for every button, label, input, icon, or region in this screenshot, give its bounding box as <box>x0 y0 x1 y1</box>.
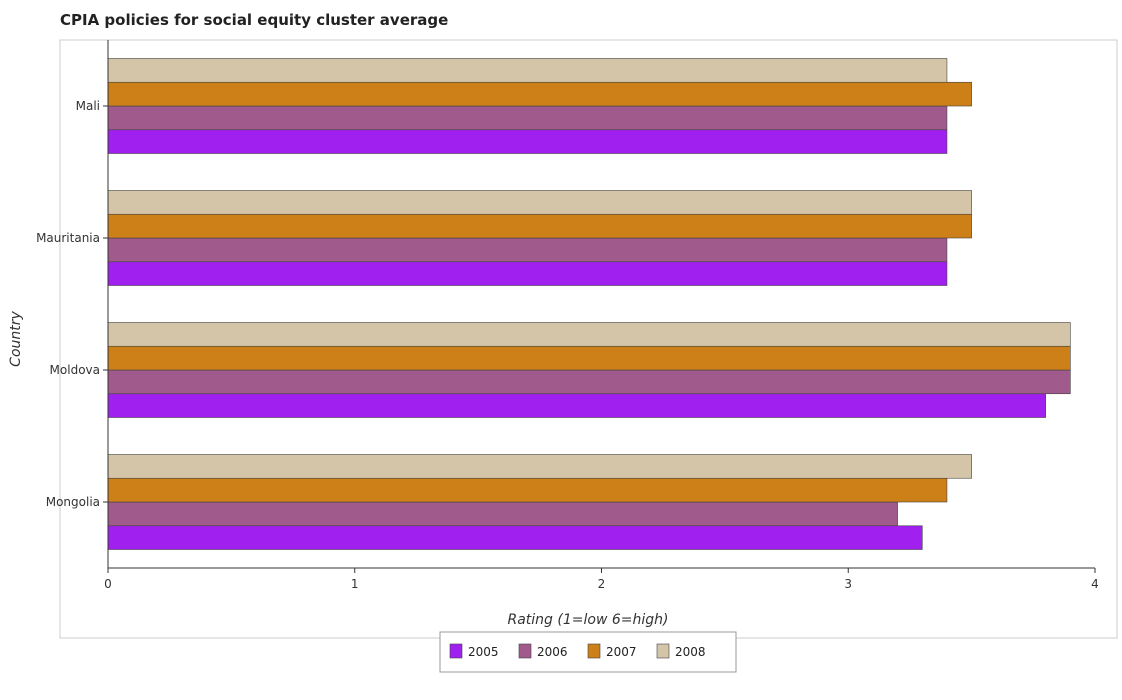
bars-group <box>107 58 1071 550</box>
chart-title: CPIA policies for social equity cluster … <box>60 11 448 29</box>
bar-mongolia-2006 <box>107 501 898 527</box>
y-tick-label: Mauritania <box>36 231 100 245</box>
bar-moldova-2008 <box>107 322 1071 347</box>
y-tick-label: Mongolia <box>46 495 100 509</box>
legend-swatch-2005 <box>449 643 463 659</box>
bar-mauritania-2005 <box>107 261 948 286</box>
legend-label-2006: 2006 <box>537 645 568 659</box>
legend-swatch-2008 <box>656 643 670 659</box>
legend-swatch-2006 <box>518 643 532 659</box>
x-axis-title: Rating (1=low 6=high) <box>508 612 669 628</box>
bar-mauritania-2008 <box>107 190 972 215</box>
legend-label-2005: 2005 <box>468 645 499 659</box>
legend-swatch-2007 <box>587 643 601 659</box>
x-tick-label: 0 <box>104 577 112 591</box>
y-tick-label: Moldova <box>50 363 100 377</box>
x-tick-label: 1 <box>351 577 359 591</box>
bar-mongolia-2005 <box>107 525 923 550</box>
legend: 2005 2006 2007 2008 <box>439 631 737 673</box>
legend-label-2008: 2008 <box>675 645 706 659</box>
bar-mali-2005 <box>107 129 948 154</box>
x-tick-label: 4 <box>1091 577 1099 591</box>
legend-label-2007: 2007 <box>606 645 637 659</box>
bar-mali-2008 <box>107 58 948 83</box>
y-tick-label: Mali <box>76 99 100 113</box>
bar-moldova-2005 <box>107 393 1046 418</box>
bar-mongolia-2007 <box>107 477 948 503</box>
bar-moldova-2007 <box>107 345 1071 371</box>
x-axis-ticks: 0 1 2 3 4 <box>104 567 1099 591</box>
bar-mali-2006 <box>107 105 948 131</box>
x-tick-label: 2 <box>598 577 606 591</box>
y-axis-title: Country <box>8 310 24 366</box>
bar-mauritania-2007 <box>107 213 972 239</box>
bar-moldova-2006 <box>107 369 1071 395</box>
bar-mongolia-2008 <box>107 454 972 479</box>
bar-mauritania-2006 <box>107 237 948 263</box>
bar-mali-2007 <box>107 81 972 107</box>
y-axis-ticks: Mali Mauritania Moldova Mongolia <box>36 40 109 568</box>
x-tick-label: 3 <box>844 577 852 591</box>
